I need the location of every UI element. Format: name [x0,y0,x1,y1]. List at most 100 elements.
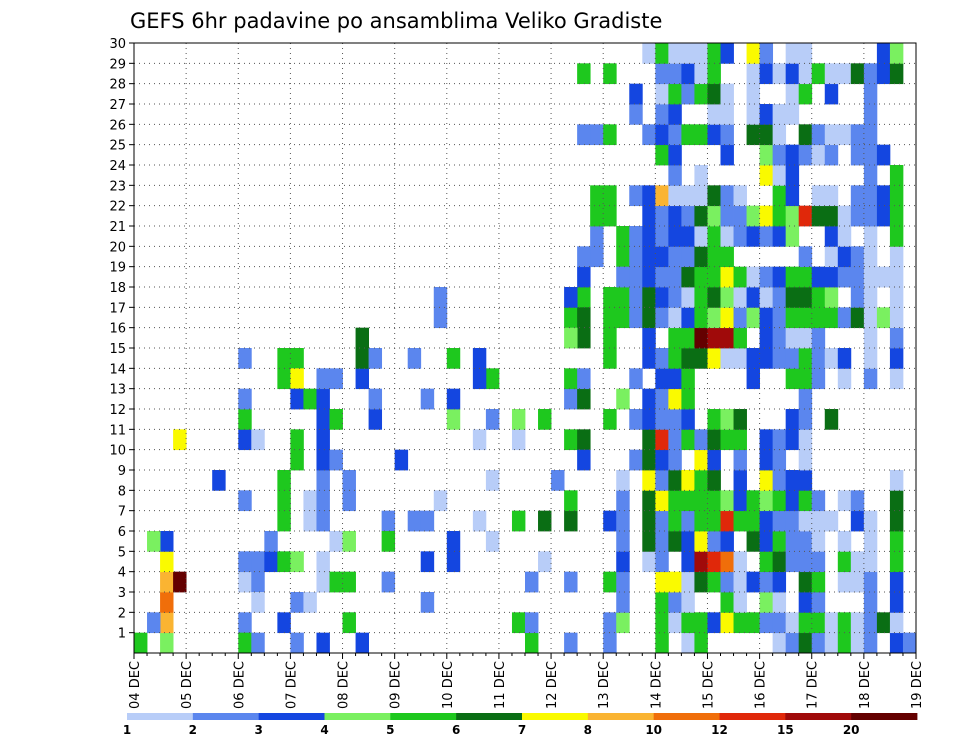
precip-cell [316,429,330,451]
precip-cell [420,592,435,613]
y-axis-ticks: 1234567891011121314151617181920212223242… [109,37,134,642]
y-tick-label: 1 [118,627,126,642]
precip-cell [785,43,800,64]
precip-cell [720,83,734,105]
precip-cell [303,388,317,410]
precip-cell [681,266,695,288]
precip-cell [772,510,787,532]
precip-cell [837,307,852,329]
precip-cell [655,490,669,512]
precip-cell [798,205,813,227]
precip-cell [577,287,591,308]
precip-cell [785,429,800,451]
precip-cell [668,612,682,634]
precip-cell [733,612,747,634]
precip-cell [446,551,461,573]
precip-cell [863,368,878,390]
precip-cell [824,226,839,247]
precip-cell [577,307,591,329]
precip-cell [811,368,826,390]
precip-cell [655,571,669,593]
precip-cell [668,490,682,512]
precip-cell [329,449,343,471]
precip-cell [772,144,787,166]
precip-cell [694,266,708,288]
legend-label: 5 [386,723,394,737]
x-tick-label: 15 DEC [701,661,716,709]
precip-cell [707,470,721,491]
precip-cell [863,592,878,613]
precip-cell [824,307,839,329]
precip-cell [381,531,396,552]
precip-cell [668,185,682,207]
precip-cell [798,551,813,573]
y-tick-label: 29 [109,57,126,72]
x-tick-label: 14 DEC [649,661,664,709]
precip-cell [694,449,708,471]
precip-cell [642,531,656,552]
precip-cell [160,612,174,634]
precip-cell [863,551,878,573]
precip-cell [642,490,656,512]
precip-cell [642,205,656,227]
precip-cell [316,571,330,593]
precip-cell [759,592,774,613]
precip-cell [590,226,604,247]
precip-cell [668,266,682,288]
precip-cell [889,246,904,268]
legend-swatch [587,713,655,720]
legend-swatch [192,713,260,720]
precip-cell [733,327,747,349]
precip-cell [668,429,682,451]
precip-cell [564,510,578,532]
precip-cell [759,490,774,512]
precip-cell [863,185,878,207]
precip-cell [616,226,630,247]
precip-cell [629,368,643,390]
precip-cell [472,429,487,451]
precip-cell [603,612,617,634]
precip-cell [238,551,252,573]
legend-swatch [851,713,918,720]
precip-cell [290,368,304,390]
y-tick-label: 6 [118,525,126,540]
precip-cell [694,246,708,268]
precip-cell [876,185,891,207]
precip-cell [720,571,734,593]
precip-cell [681,226,695,247]
precip-cell [681,388,695,410]
precip-cell [694,470,708,491]
precip-cell [889,510,904,532]
precip-cell [616,551,630,573]
precip-cell [511,409,526,430]
precip-cell [707,205,721,227]
precip-cell [720,205,734,227]
precip-cell [759,327,774,349]
precip-cell [160,551,174,573]
precip-cell [629,307,643,329]
precip-cell [707,246,721,268]
precip-cell [681,124,695,146]
precip-cell [798,368,813,390]
precip-cell [564,327,578,349]
precip-cell [863,144,878,166]
precip-cell [746,205,760,227]
precip-cell [264,531,278,552]
precip-cell [551,470,565,491]
precip-cell [863,287,878,308]
precip-cell [655,348,669,369]
precip-cell [642,266,656,288]
precip-cell [759,429,774,451]
precip-cell [798,429,813,451]
precip-cell [655,632,669,654]
precip-cell [772,124,787,146]
precip-cell [798,287,813,308]
precip-cell [720,592,734,613]
precip-cell [811,571,826,593]
precip-cell [889,43,904,64]
precip-cell [798,490,813,512]
precip-cell [863,510,878,532]
precip-cell [798,144,813,166]
precip-cell [577,124,591,146]
